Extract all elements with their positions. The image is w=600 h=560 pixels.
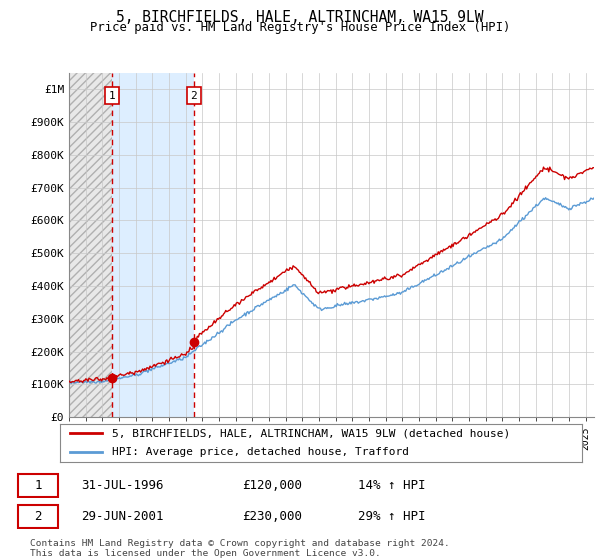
Text: 2: 2 (34, 510, 41, 522)
Text: 14% ↑ HPI: 14% ↑ HPI (358, 479, 425, 492)
Text: 2: 2 (190, 91, 197, 101)
Text: 29% ↑ HPI: 29% ↑ HPI (358, 510, 425, 522)
Text: Price paid vs. HM Land Registry's House Price Index (HPI): Price paid vs. HM Land Registry's House … (90, 21, 510, 34)
Text: £230,000: £230,000 (242, 510, 302, 522)
Text: 29-JUN-2001: 29-JUN-2001 (81, 510, 164, 522)
Bar (69, 73, 112, 417)
Text: 5, BIRCHFIELDS, HALE, ALTRINCHAM, WA15 9LW: 5, BIRCHFIELDS, HALE, ALTRINCHAM, WA15 9… (116, 10, 484, 25)
Text: 1: 1 (34, 479, 41, 492)
Bar (194, 73, 594, 417)
FancyBboxPatch shape (18, 505, 58, 528)
Bar (69, 73, 112, 417)
FancyBboxPatch shape (18, 474, 58, 497)
Text: 1: 1 (109, 91, 115, 101)
Text: Contains HM Land Registry data © Crown copyright and database right 2024.
This d: Contains HM Land Registry data © Crown c… (30, 539, 450, 558)
Text: 31-JUL-1996: 31-JUL-1996 (81, 479, 164, 492)
Text: £120,000: £120,000 (242, 479, 302, 492)
Bar (112, 73, 194, 417)
Text: HPI: Average price, detached house, Trafford: HPI: Average price, detached house, Traf… (112, 447, 409, 458)
Text: 5, BIRCHFIELDS, HALE, ALTRINCHAM, WA15 9LW (detached house): 5, BIRCHFIELDS, HALE, ALTRINCHAM, WA15 9… (112, 428, 511, 438)
